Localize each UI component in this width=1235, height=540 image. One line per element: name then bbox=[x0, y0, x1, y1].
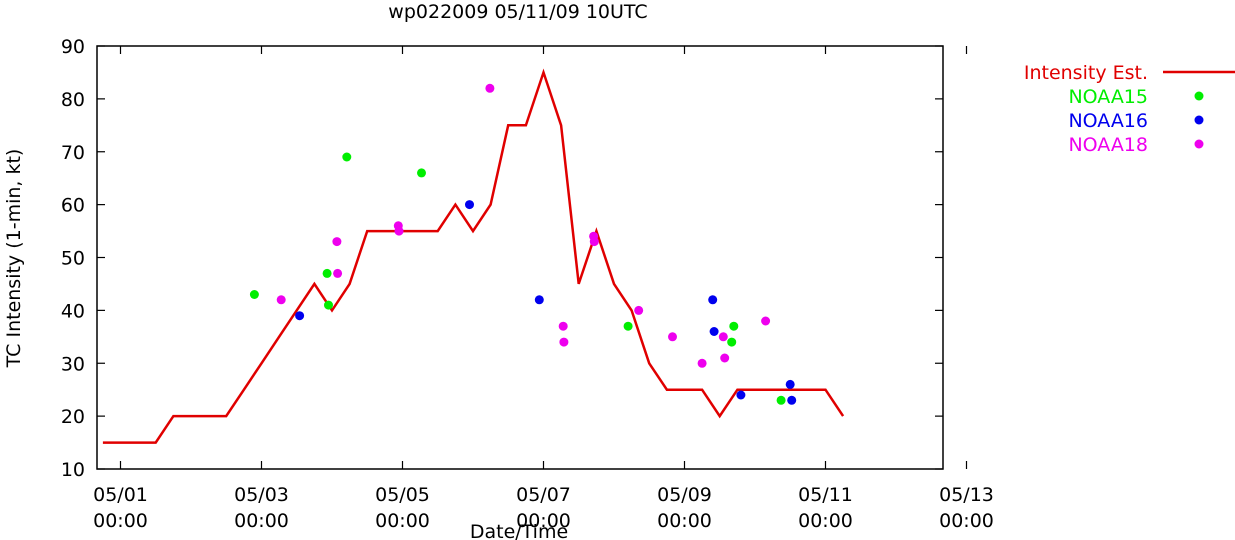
legend-label-noaa16: NOAA16 bbox=[1068, 110, 1148, 132]
point-noaa18 bbox=[720, 353, 730, 363]
y-tick-label: 90 bbox=[61, 36, 85, 58]
y-tick-label: 50 bbox=[61, 248, 85, 270]
series-layer bbox=[102, 68, 845, 444]
x-tick-label-time: 00:00 bbox=[657, 510, 712, 532]
point-noaa18 bbox=[718, 332, 728, 342]
point-noaa15 bbox=[729, 321, 739, 331]
point-noaa15 bbox=[322, 268, 332, 278]
x-tick-label-time: 00:00 bbox=[93, 510, 148, 532]
x-axis: 05/01 00:00 05/03 00:00 05/05 00:00 05/07 00:00… bbox=[93, 46, 994, 532]
point-noaa16 bbox=[534, 295, 544, 305]
x-tick-label-time: 00:00 bbox=[939, 510, 994, 532]
point-noaa18 bbox=[589, 237, 599, 247]
point-noaa15 bbox=[249, 290, 259, 299]
point-noaa15 bbox=[324, 300, 333, 310]
point-noaa16 bbox=[736, 390, 746, 400]
point-noaa16 bbox=[708, 295, 718, 305]
plot-frame bbox=[96, 45, 944, 470]
point-noaa18 bbox=[761, 316, 771, 326]
legend-swatch-point bbox=[1194, 115, 1204, 125]
y-tick-label: 20 bbox=[61, 406, 85, 428]
intensity-estimate-line bbox=[102, 68, 845, 444]
point-noaa15 bbox=[776, 395, 786, 405]
point-noaa16 bbox=[785, 379, 795, 389]
legend-label-intensity-est: Intensity Est. bbox=[1024, 62, 1148, 84]
x-tick-label-date: 05/09 bbox=[657, 484, 712, 506]
x-tick-label-time: 00:00 bbox=[234, 510, 289, 532]
point-noaa15 bbox=[417, 168, 426, 178]
y-tick-label: 80 bbox=[61, 89, 85, 111]
point-noaa15 bbox=[342, 152, 352, 162]
y-tick-label: 30 bbox=[61, 353, 85, 375]
point-noaa16 bbox=[787, 395, 797, 405]
y-tick-label: 10 bbox=[61, 459, 85, 481]
series-noaa18 bbox=[276, 83, 771, 368]
chart-title: wp022009 05/11/09 10UTC bbox=[388, 1, 647, 23]
x-tick-label-time: 00:00 bbox=[375, 510, 430, 532]
x-tick-label-time: 00:00 bbox=[516, 510, 571, 532]
y-axis-label: TC Intensity (1-min, kt) bbox=[3, 149, 25, 369]
x-tick-label-date: 05/07 bbox=[516, 484, 571, 506]
x-tick-label-date: 05/11 bbox=[798, 484, 853, 506]
x-axis-label: Date/Time bbox=[470, 521, 568, 540]
point-noaa18 bbox=[485, 83, 495, 93]
y-tick-label: 40 bbox=[61, 300, 85, 322]
legend-swatch-point bbox=[1194, 91, 1204, 101]
x-tick-label-date: 05/05 bbox=[375, 484, 430, 506]
legend-label-noaa18: NOAA18 bbox=[1068, 134, 1148, 156]
y-axis: 10 20 30 40 50 60 70 80 90 bbox=[61, 36, 943, 481]
y-tick-label: 70 bbox=[61, 142, 85, 164]
point-noaa18 bbox=[634, 305, 644, 315]
y-tick-label: 60 bbox=[61, 195, 85, 217]
point-noaa15 bbox=[623, 321, 633, 331]
point-noaa18 bbox=[559, 337, 569, 347]
point-noaa18 bbox=[668, 332, 677, 342]
point-noaa18 bbox=[333, 268, 343, 278]
x-tick-label-date: 05/03 bbox=[234, 484, 289, 506]
series-noaa16 bbox=[295, 200, 797, 405]
point-noaa16 bbox=[465, 200, 474, 210]
series-noaa15 bbox=[249, 152, 786, 405]
x-tick-label-date: 05/13 bbox=[939, 484, 994, 506]
point-noaa15 bbox=[727, 337, 737, 347]
legend-swatch-point bbox=[1194, 139, 1204, 149]
point-noaa18 bbox=[332, 237, 342, 247]
point-noaa18 bbox=[558, 321, 568, 331]
point-noaa18 bbox=[697, 358, 707, 368]
point-noaa18 bbox=[276, 295, 286, 305]
point-noaa16 bbox=[709, 327, 719, 336]
legend-label-noaa15: NOAA15 bbox=[1068, 86, 1148, 108]
point-noaa16 bbox=[295, 311, 305, 321]
x-tick-label-date: 05/01 bbox=[93, 484, 148, 506]
point-noaa18 bbox=[394, 226, 404, 236]
x-tick-label-time: 00:00 bbox=[798, 510, 853, 532]
